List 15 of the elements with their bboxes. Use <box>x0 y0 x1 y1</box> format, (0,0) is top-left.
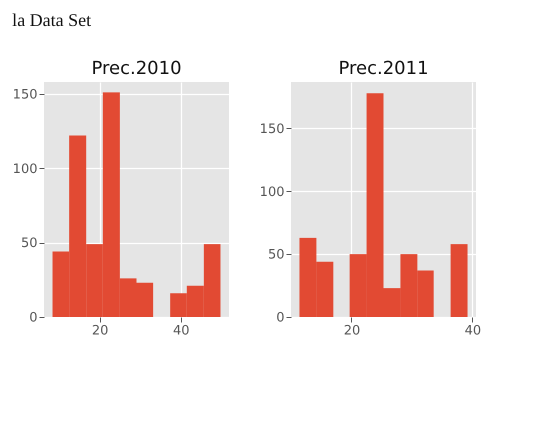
y-tick-label: 0 <box>29 310 38 326</box>
x-tick-label: 20 <box>344 324 360 338</box>
chart-title: Prec.2010 <box>91 58 182 79</box>
x-tick-label: 20 <box>92 324 108 338</box>
chart-title: Prec.2011 <box>338 58 429 79</box>
y-tick-label: 50 <box>268 248 284 263</box>
x-tick-label: 40 <box>464 324 482 338</box>
y-tick-label: 150 <box>260 122 284 137</box>
y-tick-label: 50 <box>20 236 38 252</box>
y-tick-label: 100 <box>260 184 284 200</box>
text: la Data Set <box>12 10 92 30</box>
x-tick-label: 40 <box>172 324 190 338</box>
y-tick-label: 100 <box>12 162 38 177</box>
y-tick-label: 150 <box>12 87 38 102</box>
y-tick-label: 0 <box>276 310 284 326</box>
